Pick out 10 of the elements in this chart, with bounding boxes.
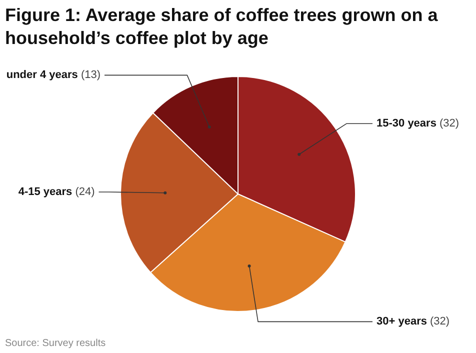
slice-label: 4-15 years — [18, 186, 72, 198]
slice-label: 30+ years — [376, 316, 427, 328]
data-label: (32) — [436, 118, 460, 130]
slice-label: 15-30 years — [376, 118, 436, 130]
data-label: (13) — [78, 69, 101, 82]
data-label: (32) — [426, 316, 450, 328]
data-label: (24) — [72, 186, 95, 198]
source-note: Source: Survey results — [5, 338, 106, 349]
slice-label: under 4 years — [6, 69, 78, 82]
chart-title: Figure 1: Average share of coffee trees grown on a household’s coffee plot by age — [5, 4, 439, 50]
